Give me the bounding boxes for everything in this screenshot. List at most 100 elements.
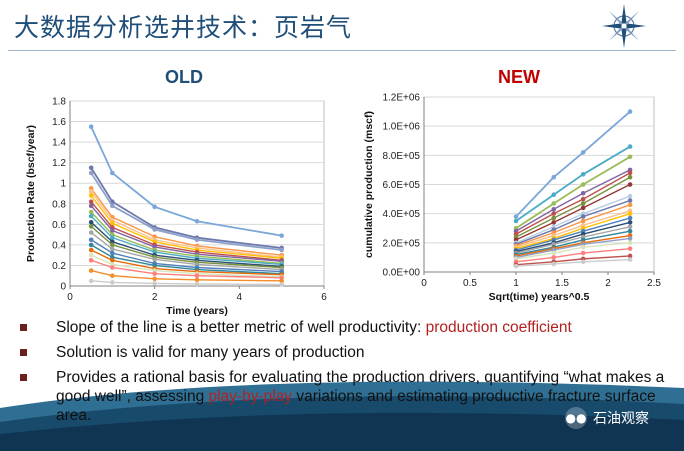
data-point xyxy=(88,258,94,263)
watermark-badge: ●● 石油观察 xyxy=(565,405,649,431)
data-point xyxy=(88,170,94,176)
data-point xyxy=(110,203,115,209)
compass-logo-icon xyxy=(602,4,646,48)
x-axis-title: Time (years) xyxy=(166,305,228,317)
data-point xyxy=(627,109,633,114)
x-tick-label: 1.5 xyxy=(555,278,569,289)
slide-title: 大数据分析选井技术：页岩气 xyxy=(14,13,353,42)
y-tick-label: 2.0E+05 xyxy=(382,238,420,249)
data-point xyxy=(551,174,557,180)
y-tick-label: 0.0E+00 xyxy=(382,268,420,279)
data-point xyxy=(88,247,94,253)
data-point xyxy=(88,199,94,205)
y-tick-label: 0.4 xyxy=(52,240,66,251)
data-point xyxy=(551,215,557,221)
data-point xyxy=(88,230,94,235)
data-point xyxy=(551,255,557,260)
x-tick-label: 0 xyxy=(421,278,427,289)
data-point xyxy=(580,250,586,256)
data-point xyxy=(194,281,200,287)
series-line xyxy=(515,221,631,253)
series-line xyxy=(515,183,631,241)
data-point xyxy=(627,220,633,225)
data-point xyxy=(627,182,633,187)
data-point xyxy=(580,218,586,224)
data-point xyxy=(627,236,633,241)
x-tick-label: 2.5 xyxy=(647,278,661,289)
x-axis-title: Sqrt(time) years^0.5 xyxy=(489,291,590,303)
watermark-text: 石油观察 xyxy=(593,411,649,427)
data-point xyxy=(627,144,633,149)
series-line xyxy=(515,237,631,259)
series-line xyxy=(515,212,631,250)
data-point xyxy=(88,224,94,229)
series-line xyxy=(515,258,631,267)
data-point xyxy=(627,246,633,251)
data-point xyxy=(88,278,94,284)
data-point xyxy=(88,242,94,248)
y-tick-label: 1.2E+06 xyxy=(382,93,420,104)
y-tick-label: 4.0E+05 xyxy=(382,209,420,220)
bullet-text-end: variations and estimating productive fra… xyxy=(56,388,656,424)
data-point xyxy=(194,273,200,279)
y-tick-label: 8.0E+05 xyxy=(382,151,420,162)
bullet-list: Slope of the line is a better metric of … xyxy=(18,318,678,431)
data-point xyxy=(279,278,284,284)
data-point xyxy=(110,228,115,233)
data-point xyxy=(110,258,115,263)
data-point xyxy=(551,206,557,212)
series-line xyxy=(515,230,631,256)
data-point xyxy=(152,256,157,262)
bullet-text: Solution is valid for many years of prod… xyxy=(56,344,365,361)
data-point xyxy=(627,202,633,208)
data-point xyxy=(88,268,94,273)
y-tick-label: 1.6 xyxy=(52,117,66,128)
series-line xyxy=(515,169,631,232)
data-point xyxy=(152,204,157,210)
data-point xyxy=(627,240,633,246)
new-chart-label: NEW xyxy=(498,67,540,87)
series-line xyxy=(515,204,631,247)
data-point xyxy=(627,253,633,259)
old-chart-label: OLD xyxy=(165,67,203,87)
y-tick-label: 1.2 xyxy=(52,158,66,169)
data-point xyxy=(627,170,633,176)
plot-area: 0 0.2 0.4 0.6 0.8 1 1.2 1.4 1.6 1.8 0 2 4 6 Time (year… xyxy=(25,97,327,318)
y-tick-label: 0.6 xyxy=(52,220,66,231)
data-point xyxy=(627,198,633,203)
data-point xyxy=(580,190,586,196)
data-point xyxy=(110,273,115,279)
y-tick-label: 0.2 xyxy=(52,261,66,272)
footer-wave-decoration xyxy=(0,381,684,451)
bullet-item: Solution is valid for many years of prod… xyxy=(18,343,678,362)
series-line xyxy=(515,199,631,245)
y-tick-label: 1.8 xyxy=(52,97,66,108)
y-axis-title: cumulative production (mscf) xyxy=(363,111,375,258)
data-point xyxy=(627,174,633,180)
bullet-item: Slope of the line is a better metric of … xyxy=(18,318,678,337)
series-line xyxy=(515,210,631,248)
data-point xyxy=(88,189,94,194)
data-point xyxy=(580,196,586,202)
bullet-square-icon xyxy=(20,349,27,356)
y-tick-label: 1.4 xyxy=(52,138,66,149)
data-point xyxy=(513,263,519,269)
data-point xyxy=(580,171,586,177)
data-point xyxy=(551,201,557,206)
data-point xyxy=(551,220,557,225)
data-point xyxy=(88,219,94,225)
x-tick-label: 4 xyxy=(237,292,243,303)
bullet-highlight: production coefficient xyxy=(425,319,572,336)
plot-area: 0.0E+00 2.0E+05 4.0E+05 6.0E+05 8.0E+05 1.0E+… xyxy=(363,93,661,304)
data-point xyxy=(110,246,115,252)
data-point xyxy=(627,224,633,230)
data-point xyxy=(110,235,115,240)
series-line xyxy=(515,156,631,230)
series-line xyxy=(515,226,631,254)
x-tick-label: 0 xyxy=(67,292,73,303)
data-point xyxy=(88,165,94,171)
wechat-icon: ●● xyxy=(565,407,587,429)
series-line xyxy=(515,172,631,235)
data-point xyxy=(580,214,586,219)
